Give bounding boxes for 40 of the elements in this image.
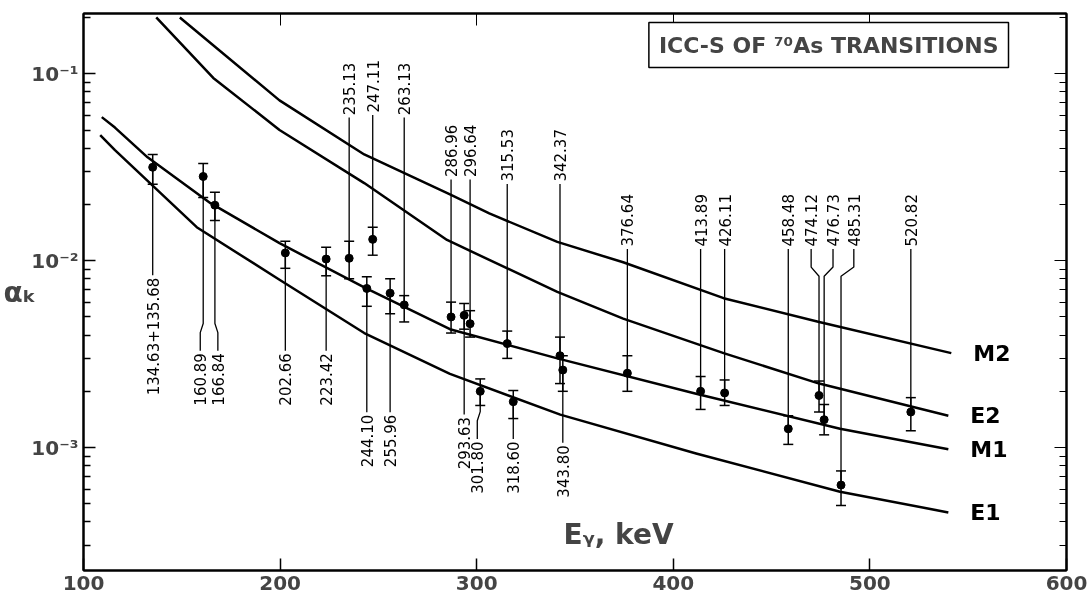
x-tick-label: 400 bbox=[652, 570, 695, 595]
x-tick-label: 200 bbox=[259, 570, 301, 595]
legend-label: M1 bbox=[970, 436, 1008, 462]
legend-label: M2 bbox=[973, 340, 1011, 366]
annotation: 263.13 bbox=[396, 62, 415, 116]
annotation: 376.64 bbox=[619, 194, 638, 247]
annotation: 296.64 bbox=[462, 124, 481, 178]
annotation: 247.11 bbox=[364, 60, 383, 113]
series-label: E2 bbox=[970, 403, 1001, 429]
annotation: 342.37 bbox=[552, 129, 570, 182]
x-tick-label: 500 bbox=[849, 570, 891, 595]
x-tick-label: 300 bbox=[455, 570, 498, 595]
series-label: E1 bbox=[970, 499, 1001, 525]
y-tick-label: 10⁻¹ bbox=[31, 61, 79, 86]
annotation: 286.96 bbox=[443, 124, 462, 178]
annotation: 485.31 bbox=[845, 194, 864, 247]
annotation: 244.10 bbox=[358, 414, 377, 468]
y-axis-title: αₖ bbox=[3, 275, 37, 309]
annotation: 520.82 bbox=[902, 194, 921, 247]
annotation: 235.13 bbox=[341, 62, 360, 116]
annotation: 318.60 bbox=[505, 441, 524, 494]
annotation: 413.89 bbox=[692, 194, 711, 247]
text: ICC-S OF ⁷⁰As TRANSITIONS bbox=[658, 32, 999, 58]
annotation: 255.96 bbox=[382, 414, 401, 468]
annotation: 458.48 bbox=[780, 194, 799, 247]
annotation: 343.80 bbox=[554, 445, 573, 498]
y-tick-label: 10⁻² bbox=[31, 248, 79, 273]
annotation: 223.42 bbox=[318, 353, 337, 406]
annotation: 426.11 bbox=[716, 194, 735, 247]
annotation: 202.66 bbox=[277, 353, 296, 406]
x-axis-title: Eᵧ, keV bbox=[563, 517, 674, 551]
annotation: 474.12 bbox=[803, 194, 822, 247]
annotation: 476.73 bbox=[825, 194, 844, 247]
y-tick-label: 10⁻³ bbox=[31, 435, 79, 460]
annotation: 134.63+135.68 bbox=[144, 277, 163, 396]
annotation: 315.53 bbox=[499, 129, 518, 182]
annotation: 166.84 bbox=[209, 353, 228, 406]
x-tick-label: 100 bbox=[62, 570, 105, 595]
annotation: 160.89 bbox=[192, 353, 211, 406]
x-tick-label: 600 bbox=[1045, 570, 1088, 595]
